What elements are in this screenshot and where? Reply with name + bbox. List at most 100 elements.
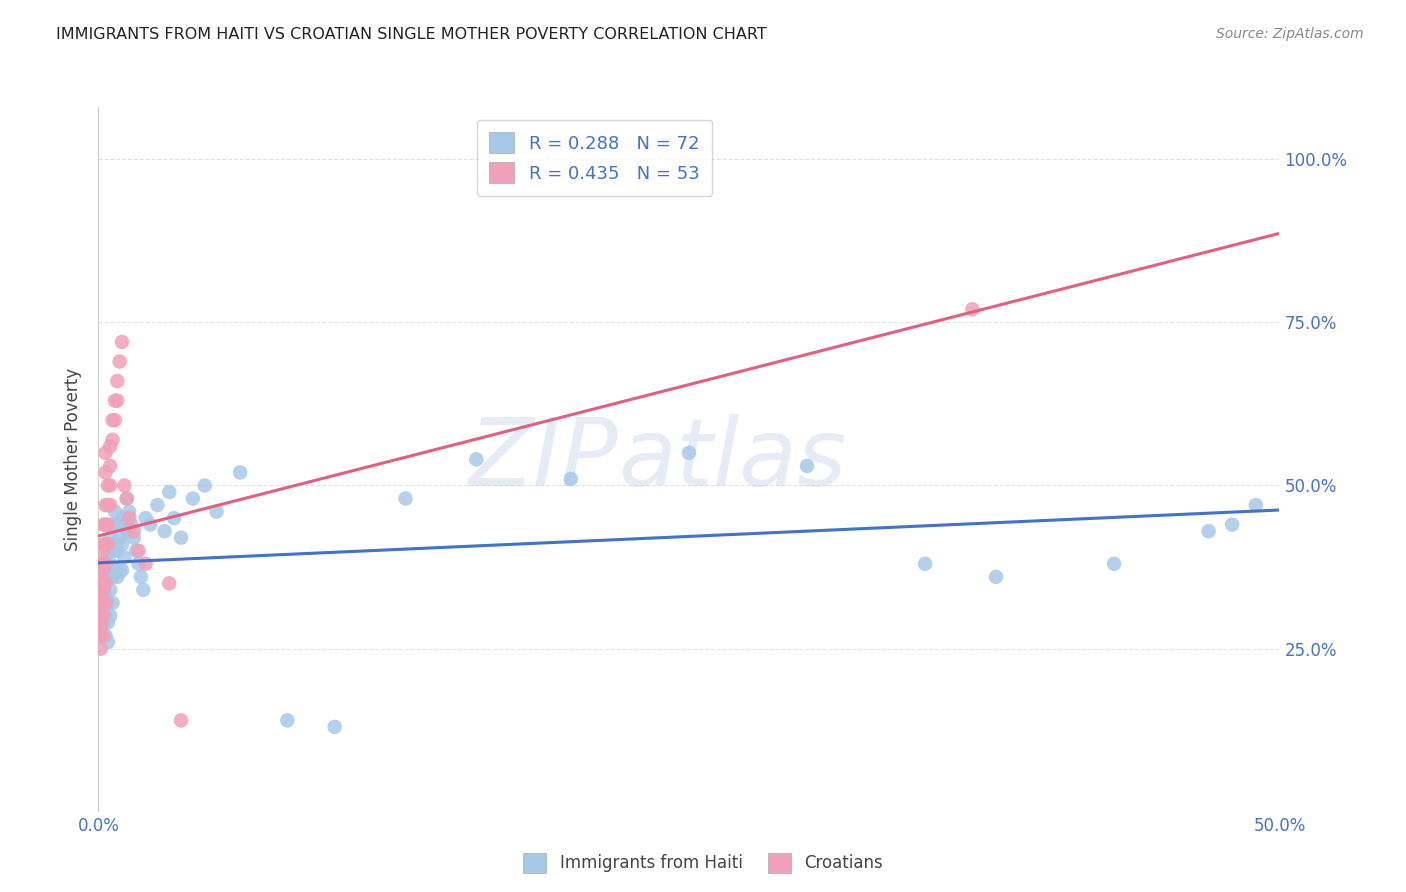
Point	[194, 478, 217, 492]
Point	[796, 458, 818, 473]
Point	[122, 524, 145, 538]
Point	[97, 537, 120, 551]
Point	[90, 596, 112, 610]
Point	[276, 714, 298, 728]
Point	[111, 563, 134, 577]
Point	[105, 543, 128, 558]
Point	[153, 524, 176, 538]
Point	[129, 570, 152, 584]
Point	[97, 570, 120, 584]
Point	[90, 609, 112, 624]
Point	[90, 590, 112, 604]
Point	[115, 491, 138, 506]
Text: IMMIGRANTS FROM HAITI VS CROATIAN SINGLE MOTHER POVERTY CORRELATION CHART: IMMIGRANTS FROM HAITI VS CROATIAN SINGLE…	[56, 27, 768, 42]
Text: ZIP: ZIP	[468, 414, 619, 505]
Point	[104, 537, 127, 551]
Point	[1244, 498, 1267, 512]
Point	[97, 635, 120, 649]
Legend: R = 0.288   N = 72, R = 0.435   N = 53: R = 0.288 N = 72, R = 0.435 N = 53	[477, 120, 713, 195]
Point	[1102, 557, 1125, 571]
Point	[94, 557, 117, 571]
Point	[465, 452, 488, 467]
Point	[121, 517, 143, 532]
Point	[101, 433, 124, 447]
Point	[101, 570, 124, 584]
Point	[104, 393, 127, 408]
Point	[170, 531, 193, 545]
Point	[914, 557, 936, 571]
Point	[90, 609, 112, 624]
Point	[91, 596, 114, 610]
Point	[91, 537, 114, 551]
Point	[91, 582, 114, 597]
Point	[90, 596, 112, 610]
Point	[125, 543, 148, 558]
Point	[104, 413, 127, 427]
Point	[97, 478, 120, 492]
Point	[105, 393, 128, 408]
Point	[678, 446, 700, 460]
Point	[91, 563, 114, 577]
Point	[115, 491, 138, 506]
Point	[111, 537, 134, 551]
Point	[90, 570, 112, 584]
Point	[108, 563, 131, 577]
Point	[94, 609, 117, 624]
Point	[94, 517, 117, 532]
Point	[128, 543, 150, 558]
Point	[90, 615, 112, 630]
Point	[115, 524, 138, 538]
Point	[97, 615, 120, 630]
Point	[98, 582, 121, 597]
Point	[98, 557, 121, 571]
Point	[122, 531, 145, 545]
Point	[91, 570, 114, 584]
Point	[90, 576, 112, 591]
Point	[98, 498, 121, 512]
Point	[98, 458, 121, 473]
Point	[135, 511, 157, 525]
Point	[163, 511, 186, 525]
Point	[94, 629, 117, 643]
Point	[91, 602, 114, 616]
Point	[1198, 524, 1220, 538]
Point	[323, 720, 346, 734]
Point	[91, 557, 114, 571]
Point	[90, 622, 112, 636]
Point	[98, 609, 121, 624]
Point	[91, 543, 114, 558]
Point	[105, 517, 128, 532]
Legend: Immigrants from Haiti, Croatians: Immigrants from Haiti, Croatians	[516, 847, 890, 880]
Point	[111, 334, 134, 349]
Point	[112, 550, 135, 565]
Point	[97, 596, 120, 610]
Text: Source: ZipAtlas.com: Source: ZipAtlas.com	[1216, 27, 1364, 41]
Point	[111, 511, 134, 525]
Point	[101, 596, 124, 610]
Point	[94, 596, 117, 610]
Point	[157, 485, 180, 500]
Point	[94, 590, 117, 604]
Point	[91, 517, 114, 532]
Point	[181, 491, 204, 506]
Point	[91, 609, 114, 624]
Point	[101, 413, 124, 427]
Point	[394, 491, 416, 506]
Point	[97, 498, 120, 512]
Point	[94, 557, 117, 571]
Point	[94, 446, 117, 460]
Point	[98, 439, 121, 453]
Point	[91, 615, 114, 630]
Point	[1220, 517, 1243, 532]
Text: atlas: atlas	[619, 414, 846, 505]
Point	[132, 582, 155, 597]
Point	[90, 641, 112, 656]
Point	[229, 466, 252, 480]
Point	[94, 576, 117, 591]
Point	[104, 563, 127, 577]
Point	[97, 543, 120, 558]
Point	[91, 582, 114, 597]
Point	[94, 498, 117, 512]
Point	[98, 478, 121, 492]
Point	[101, 517, 124, 532]
